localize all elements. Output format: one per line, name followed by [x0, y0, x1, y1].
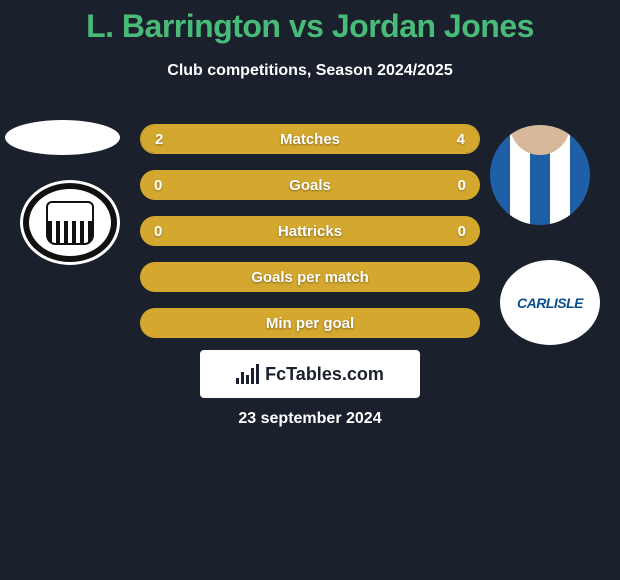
- stat-label: Hattricks: [140, 223, 480, 240]
- subtitle: Club competitions, Season 2024/2025: [0, 62, 620, 80]
- carlisle-wordmark: CARLISLE: [517, 295, 583, 311]
- branding-text: FcTables.com: [265, 364, 384, 385]
- player-right-photo: [490, 125, 590, 225]
- stat-label: Goals per match: [140, 269, 480, 286]
- stat-row-min-per-goal: Min per goal: [140, 308, 480, 338]
- stat-row-goals: 0 Goals 0: [140, 170, 480, 200]
- barchart-icon: [236, 364, 259, 384]
- stat-label: Min per goal: [140, 315, 480, 332]
- player-right-club-crest: CARLISLE: [500, 260, 600, 345]
- stat-row-goals-per-match: Goals per match: [140, 262, 480, 292]
- branding-badge: FcTables.com: [200, 350, 420, 398]
- date-text: 23 september 2024: [0, 410, 620, 428]
- page-title: L. Barrington vs Jordan Jones: [0, 8, 620, 45]
- comparison-card: L. Barrington vs Jordan Jones Club compe…: [0, 0, 620, 580]
- stat-row-hattricks: 0 Hattricks 0: [140, 216, 480, 246]
- stat-row-matches: 2 Matches 4: [140, 124, 480, 154]
- player-left-club-crest: [20, 180, 120, 265]
- stat-label: Matches: [141, 131, 479, 148]
- player-left-photo: [5, 120, 120, 155]
- stat-label: Goals: [140, 177, 480, 194]
